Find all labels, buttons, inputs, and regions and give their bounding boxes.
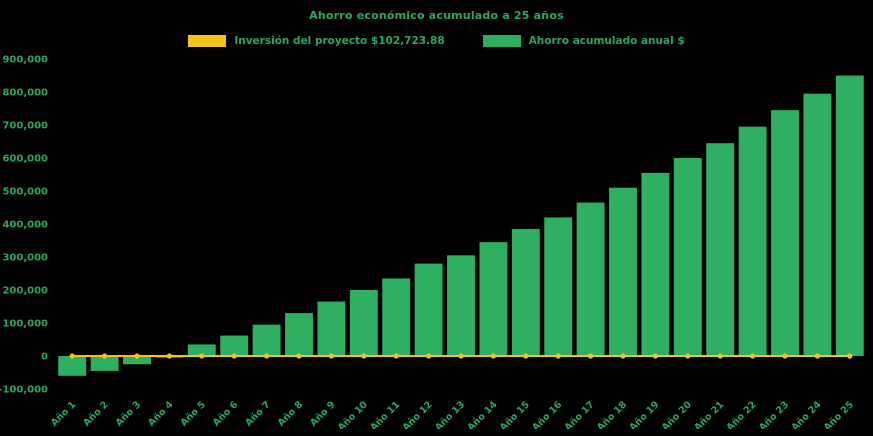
savings-bar (187, 344, 216, 356)
investment-line-marker-icon (490, 353, 496, 359)
savings-bar (317, 301, 346, 356)
y-axis-tick-label: 300,000 (2, 253, 48, 264)
savings-bar (447, 255, 475, 356)
x-axis-tick-label: Año 5 (179, 399, 208, 428)
savings-bar (641, 172, 670, 356)
savings-bar (90, 356, 119, 371)
investment-line-marker-icon (555, 353, 561, 359)
legend-label-investment: Inversión del proyecto $102,723.88 (234, 35, 445, 47)
savings-bar (58, 356, 87, 376)
investment-line-marker-icon (426, 353, 432, 359)
x-axis-tick-label: Año 13 (433, 399, 467, 429)
x-axis-tick-label: Año 15 (498, 399, 532, 429)
investment-line-marker-icon (620, 353, 626, 359)
chart-canvas: -100,000 0 100,000 200,000 300,000 400,000 500… (0, 55, 864, 429)
investment-line-marker-icon (296, 353, 302, 359)
x-axis-tick-label: Año 11 (368, 399, 402, 429)
savings-bar (382, 278, 411, 356)
investment-line-marker-icon (523, 353, 529, 359)
x-axis-tick-label: Año 17 (563, 399, 597, 429)
x-axis-tick-label: Año 7 (243, 399, 272, 428)
savings-bar (349, 290, 378, 356)
savings-bar (220, 335, 249, 356)
legend-item-savings[interactable]: Ahorro acumulado anual $ (482, 35, 685, 47)
y-axis-tick-label: 900,000 (2, 55, 48, 66)
investment-line-marker-icon (231, 353, 237, 359)
x-axis-tick-label: Año 8 (276, 399, 306, 429)
y-axis-tick-label: 200,000 (2, 286, 48, 297)
x-axis-tick-label: Año 24 (789, 399, 823, 429)
y-axis-tick-label: 600,000 (2, 154, 48, 165)
y-axis-tick-label: 800,000 (2, 88, 48, 99)
legend: Inversión del proyecto $102,723.88 Ahorr… (0, 33, 873, 49)
x-axis-tick-label: Año 3 (114, 399, 143, 428)
savings-bar (285, 313, 313, 356)
savings-bar (706, 143, 735, 356)
savings-bar (252, 324, 281, 356)
savings-bar (803, 93, 832, 357)
x-axis-tick-label: Año 25 (822, 399, 856, 429)
investment-line-marker-icon (134, 353, 140, 359)
savings-bar (576, 202, 605, 356)
y-axis-tick-label: 400,000 (2, 220, 48, 231)
x-axis-tick-label: Año 16 (530, 399, 564, 429)
x-axis-tick-label: Año 19 (627, 399, 661, 429)
x-axis-tick-label: Año 6 (211, 399, 241, 429)
x-axis-tick-label: Año 9 (308, 399, 337, 428)
savings-bar (609, 187, 637, 356)
investment-line-marker-icon (69, 353, 75, 359)
legend-label-savings: Ahorro acumulado anual $ (528, 35, 685, 47)
investment-line-marker-icon (717, 353, 723, 359)
investment-line-marker-icon (328, 353, 334, 359)
investment-line-marker-icon (199, 353, 205, 359)
investment-line-marker-icon (361, 353, 367, 359)
investment-line-marker-icon (458, 353, 464, 359)
x-axis-tick-label: Año 22 (725, 399, 759, 429)
savings-bar (673, 158, 702, 356)
x-axis-tick-label: Año 4 (146, 399, 176, 429)
y-axis-tick-label: -100,000 (0, 385, 48, 396)
x-axis-tick-label: Año 14 (465, 399, 499, 429)
savings-bar (414, 263, 443, 356)
investment-swatch-icon (188, 35, 227, 47)
investment-line-marker-icon (685, 353, 691, 359)
investment-line-marker-icon (588, 353, 594, 359)
savings-bar (544, 217, 573, 356)
savings-bar (835, 75, 864, 356)
x-axis-tick-label: Año 20 (660, 399, 694, 429)
investment-line-marker-icon (652, 353, 659, 359)
savings-bar (771, 110, 799, 357)
investment-line-marker-icon (264, 353, 270, 359)
investment-line-marker-icon (847, 353, 853, 359)
y-axis-tick-label: 700,000 (2, 121, 48, 132)
savings-bar (738, 126, 767, 357)
legend-item-investment[interactable]: Inversión del proyecto $102,723.88 (188, 35, 445, 47)
x-axis-tick-label: Año 23 (757, 399, 791, 429)
savings-swatch-icon (482, 35, 521, 47)
y-axis-tick-label: 500,000 (2, 187, 48, 198)
investment-line-marker-icon (166, 353, 172, 359)
x-axis-tick-label: Año 10 (336, 399, 370, 429)
chart-title: Ahorro económico acumulado a 25 años (309, 9, 564, 22)
y-axis-tick-label: 100,000 (2, 319, 48, 330)
investment-line-marker-icon (814, 353, 821, 359)
investment-line-marker-icon (782, 353, 788, 359)
investment-line-marker-icon (393, 353, 399, 359)
x-axis-tick-label: Año 2 (81, 399, 110, 428)
x-axis-tick-label: Año 12 (401, 399, 435, 429)
savings-bar (479, 242, 508, 356)
savings-bar (123, 356, 151, 365)
investment-line-marker-icon (102, 353, 108, 359)
investment-line-marker-icon (750, 353, 756, 359)
x-axis-tick-label: Año 21 (692, 399, 726, 429)
x-axis-tick-label: Año 18 (595, 399, 629, 429)
x-axis-tick-label: Año 1 (49, 399, 78, 428)
y-axis-tick-label: 0 (41, 352, 48, 363)
savings-bar (511, 228, 540, 356)
